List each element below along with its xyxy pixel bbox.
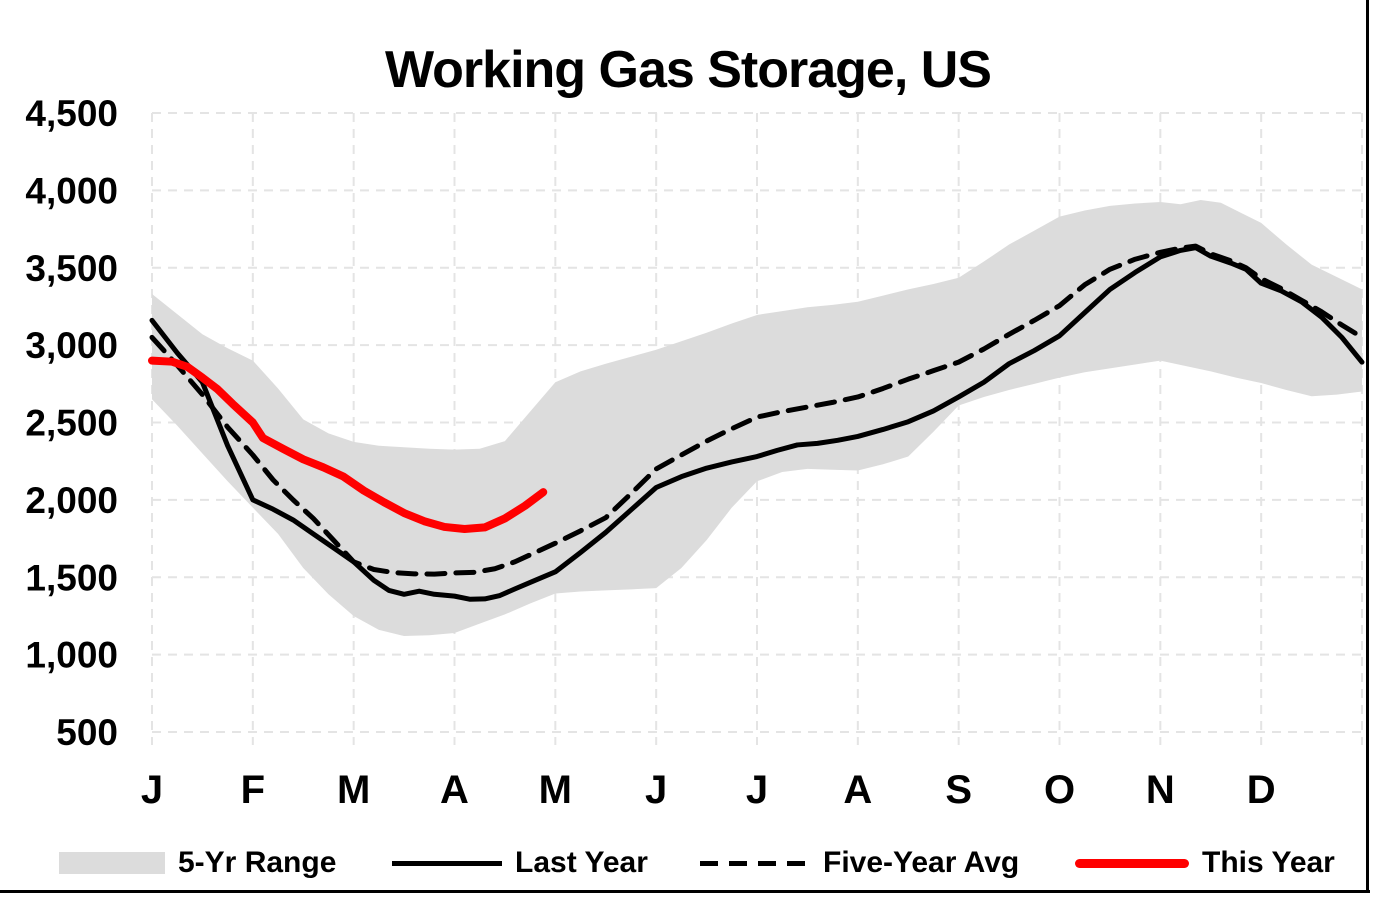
chart-title: Working Gas Storage, US	[385, 41, 992, 99]
x-axis-month-label: J	[141, 768, 163, 812]
legend: 5-Yr Range Last Year Five-Year Avg This …	[0, 843, 1376, 883]
x-axis-month-label: J	[746, 768, 768, 812]
x-axis-month-label: J	[645, 768, 667, 812]
legend-label-last-year: Last Year	[515, 846, 648, 879]
y-axis-tick-label: 1,000	[25, 635, 118, 676]
x-axis-month-label: A	[843, 768, 872, 812]
y-axis-tick-label: 1,500	[25, 557, 118, 598]
legend-swatch-thick-line	[1075, 858, 1189, 868]
x-axis-month-label: S	[945, 768, 972, 812]
legend-label-this-year: This Year	[1202, 846, 1335, 879]
legend-swatch-solid-line	[392, 860, 502, 866]
figure-border-bottom	[0, 890, 1370, 893]
x-axis-month-label: F	[241, 768, 265, 812]
legend-swatch-band	[59, 852, 165, 874]
x-axis-month-label: A	[440, 768, 469, 812]
x-axis-month-label: O	[1044, 768, 1075, 812]
figure-border-right	[1366, 0, 1369, 893]
y-axis-tick-label: 3,000	[25, 325, 118, 366]
series-this-year	[148, 356, 548, 533]
x-axis-month-label: D	[1247, 768, 1276, 812]
legend-swatch-dashed-line	[700, 860, 810, 866]
legend-item-5yr-range: 5-Yr Range	[59, 843, 336, 883]
x-axis-month-label: M	[539, 768, 572, 812]
legend-item-five-year-avg: Five-Year Avg	[700, 843, 1019, 883]
y-axis-tick-label: 2,500	[25, 403, 118, 444]
x-axis-month-label: M	[337, 768, 370, 812]
y-axis-tick-label: 2,000	[25, 480, 118, 521]
y-axis-tick-label: 4,500	[25, 93, 118, 134]
y-axis-tick-label: 4,000	[25, 170, 118, 211]
x-axis-month-label: N	[1146, 768, 1175, 812]
legend-item-last-year: Last Year	[392, 843, 648, 883]
legend-item-this-year: This Year	[1075, 843, 1335, 883]
y-axis-tick-label: 3,500	[25, 248, 118, 289]
series-five-year-avg	[149, 243, 1365, 577]
legend-label-five-year-avg: Five-Year Avg	[823, 846, 1020, 879]
plot-area: 500 1,000 1,500 2,000 2,500 3,000 3,500 4,000 4,…	[25, 93, 1365, 812]
y-axis-tick-label: 500	[56, 712, 118, 753]
legend-label-5yr-range: 5-Yr Range	[178, 846, 337, 879]
